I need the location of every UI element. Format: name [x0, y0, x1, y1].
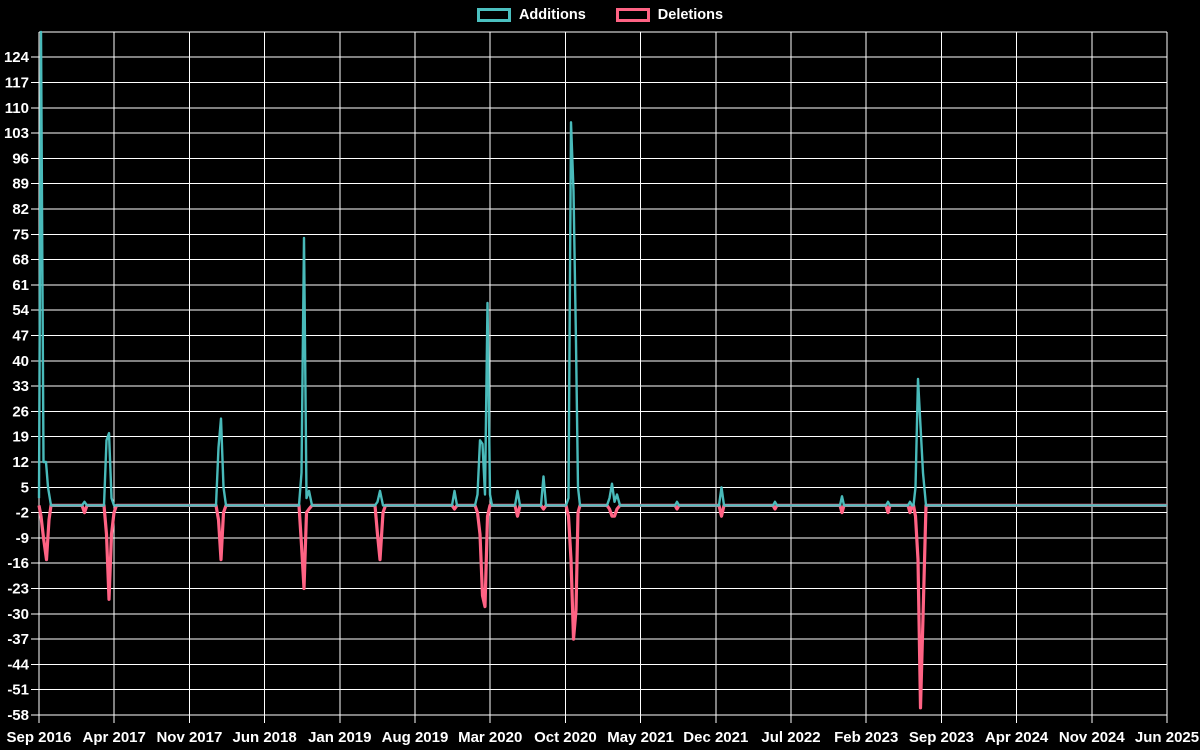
x-tick-label: Apr 2024 — [985, 729, 1049, 746]
x-tick-label: Sep 2016 — [6, 729, 71, 746]
y-tick-label: 61 — [12, 277, 29, 294]
y-tick-label: 5 — [21, 479, 29, 496]
y-tick-label: 110 — [5, 100, 29, 117]
x-tick-label: Apr 2017 — [83, 729, 146, 746]
y-tick-label: 117 — [5, 75, 29, 92]
x-tick-label: Nov 2017 — [156, 729, 222, 746]
y-tick-label: 19 — [12, 429, 29, 446]
x-tick-label: May 2021 — [607, 729, 674, 746]
x-tick-label: Jun 2025 — [1135, 729, 1199, 746]
x-tick-label: Sep 2023 — [909, 729, 974, 746]
y-tick-label: 75 — [12, 226, 29, 243]
legend-label-deletions: Deletions — [657, 7, 724, 23]
x-tick-label: Feb 2023 — [834, 729, 898, 746]
x-axis-labels: Sep 2016 Apr 2017 Nov 2017 Jun 2018 Jan 2019… — [6, 729, 1199, 746]
y-tick-label: 82 — [12, 201, 29, 218]
additions-swatch-icon — [476, 8, 511, 23]
y-tick-label: 68 — [12, 252, 29, 269]
legend-label-additions: Additions — [518, 7, 586, 23]
y-tick-label: 33 — [12, 378, 29, 395]
y-tick-label: -16 — [7, 555, 29, 572]
y-tick-label: -44 — [7, 656, 29, 673]
y-tick-label: 96 — [12, 150, 29, 167]
y-tick-label: -2 — [16, 505, 29, 522]
y-tick-label: 124 — [4, 49, 30, 66]
x-tick-label: Jul 2022 — [761, 729, 820, 746]
additions-line — [37, 30, 1167, 507]
deletions-line — [37, 503, 1167, 710]
chart-legend: Additions Deletions — [0, 8, 1200, 23]
deletions-swatch-icon — [615, 8, 650, 23]
legend-item-additions[interactable]: Additions — [476, 7, 586, 23]
y-tick-label: 40 — [12, 353, 29, 370]
y-tick-label: 12 — [12, 454, 29, 471]
x-tick-label: Jun 2018 — [232, 729, 296, 746]
x-tick-label: Mar 2020 — [458, 729, 522, 746]
y-tick-label: -23 — [7, 581, 29, 598]
x-tick-label: Jan 2019 — [308, 729, 371, 746]
y-tick-label: 54 — [12, 302, 29, 319]
y-tick-label: -58 — [7, 707, 29, 724]
y-tick-label: -37 — [7, 631, 29, 648]
x-tick-label: Dec 2021 — [683, 729, 748, 746]
y-axis-labels: 124 117 110 103 96 89 82 75 68 61 54 47 40 33 26 19 12 5 -… — [4, 49, 30, 724]
legend-item-deletions[interactable]: Deletions — [615, 7, 724, 23]
y-tick-label: 47 — [12, 328, 29, 345]
x-tick-label: Nov 2024 — [1059, 729, 1126, 746]
y-tick-label: -9 — [16, 530, 29, 547]
y-tick-label: 89 — [12, 176, 29, 193]
y-tick-label: -30 — [7, 606, 29, 623]
y-tick-label: -51 — [7, 682, 29, 699]
gridlines — [31, 31, 1168, 723]
x-tick-label: Oct 2020 — [534, 729, 597, 746]
y-tick-label: 103 — [4, 125, 29, 142]
y-tick-label: 26 — [12, 403, 29, 420]
x-tick-label: Aug 2019 — [382, 729, 449, 746]
